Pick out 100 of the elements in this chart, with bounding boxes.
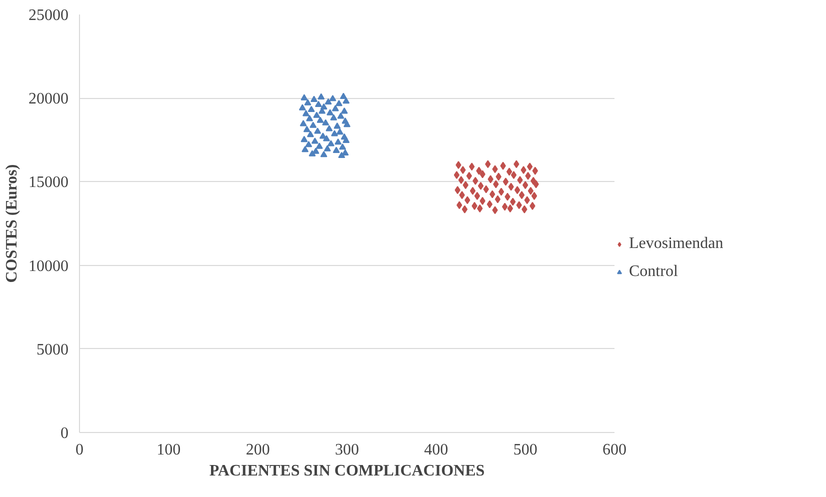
point: [476, 166, 482, 175]
point: [458, 176, 464, 184]
point: [334, 122, 341, 129]
point: [305, 140, 312, 148]
point: [311, 138, 318, 144]
y-tick-label: 15000: [28, 174, 68, 192]
point: [524, 196, 530, 204]
x-tick-label: 300: [335, 442, 359, 458]
x-tick-label: 200: [246, 442, 270, 458]
point: [462, 181, 468, 190]
point: [335, 100, 342, 106]
point: [326, 109, 334, 116]
point: [492, 165, 498, 174]
point: [331, 130, 338, 136]
point: [526, 162, 533, 171]
point: [332, 105, 339, 112]
point: [329, 94, 336, 102]
point: [300, 94, 308, 100]
point: [326, 125, 333, 132]
point: [320, 150, 328, 158]
point: [507, 204, 514, 212]
point: [336, 128, 344, 135]
point: [342, 136, 350, 143]
point: [306, 130, 314, 138]
legend-label: Levosimendan: [629, 235, 724, 253]
point: [525, 172, 531, 180]
point: [310, 122, 317, 128]
point: [466, 172, 472, 180]
point: [300, 120, 307, 126]
point: [494, 195, 501, 204]
point: [502, 178, 509, 186]
point: [319, 132, 326, 139]
y-axis-title: COSTES (Euros): [4, 164, 20, 283]
y-tick-label: 0: [60, 425, 68, 442]
point: [342, 149, 349, 156]
point: [531, 192, 538, 200]
x-tick-label: 400: [424, 442, 448, 458]
point: [480, 196, 486, 205]
x-tick-label: 600: [602, 442, 626, 458]
point: [470, 186, 476, 195]
point: [304, 99, 312, 106]
point: [504, 192, 510, 201]
point: [518, 191, 525, 200]
point: [324, 98, 332, 105]
x-axis-title: PACIENTES SIN COMPLICACIONES: [209, 462, 485, 480]
point: [522, 181, 528, 190]
point: [474, 192, 480, 200]
point: [327, 140, 334, 146]
point: [314, 100, 322, 108]
point: [510, 171, 517, 180]
y-tick-label: 10000: [28, 258, 68, 275]
point: [322, 135, 330, 142]
point: [460, 166, 466, 174]
y-tick-label: 25000: [28, 7, 68, 24]
point: [496, 172, 502, 181]
point: [318, 93, 325, 100]
point: [340, 108, 348, 114]
point: [506, 168, 512, 176]
point: [516, 201, 522, 210]
point: [316, 142, 323, 149]
point: [302, 110, 310, 116]
point: [334, 138, 342, 145]
point: [316, 116, 324, 123]
point: [462, 205, 468, 214]
point: [313, 112, 320, 118]
point: [454, 186, 460, 194]
point: [464, 196, 470, 204]
point: [485, 160, 491, 168]
point: [339, 143, 346, 150]
point: [532, 166, 538, 175]
point: [454, 171, 460, 180]
point: [344, 120, 350, 128]
point: [498, 188, 504, 196]
point: [324, 145, 331, 152]
point: [459, 191, 465, 200]
point: [486, 200, 492, 208]
point: [469, 162, 475, 171]
point: [483, 185, 489, 194]
point: [312, 148, 320, 154]
point: [493, 180, 499, 188]
legend-label: Control: [629, 263, 678, 281]
point: [492, 206, 498, 214]
point: [314, 128, 322, 134]
point: [514, 186, 520, 194]
point: [530, 202, 536, 210]
point: [510, 198, 516, 206]
point: [478, 182, 484, 190]
x-tick-label: 100: [156, 442, 181, 458]
y-tick-label: 20000: [28, 90, 68, 108]
point: [528, 186, 534, 195]
point: [310, 96, 318, 102]
point: [332, 146, 340, 153]
point: [472, 202, 478, 210]
point: [306, 115, 314, 122]
point: [340, 92, 347, 99]
point: [500, 162, 506, 170]
point: [517, 176, 523, 184]
x-tick-label: 500: [513, 442, 538, 458]
point: [520, 166, 526, 174]
y-tick-label: 5000: [36, 341, 68, 358]
